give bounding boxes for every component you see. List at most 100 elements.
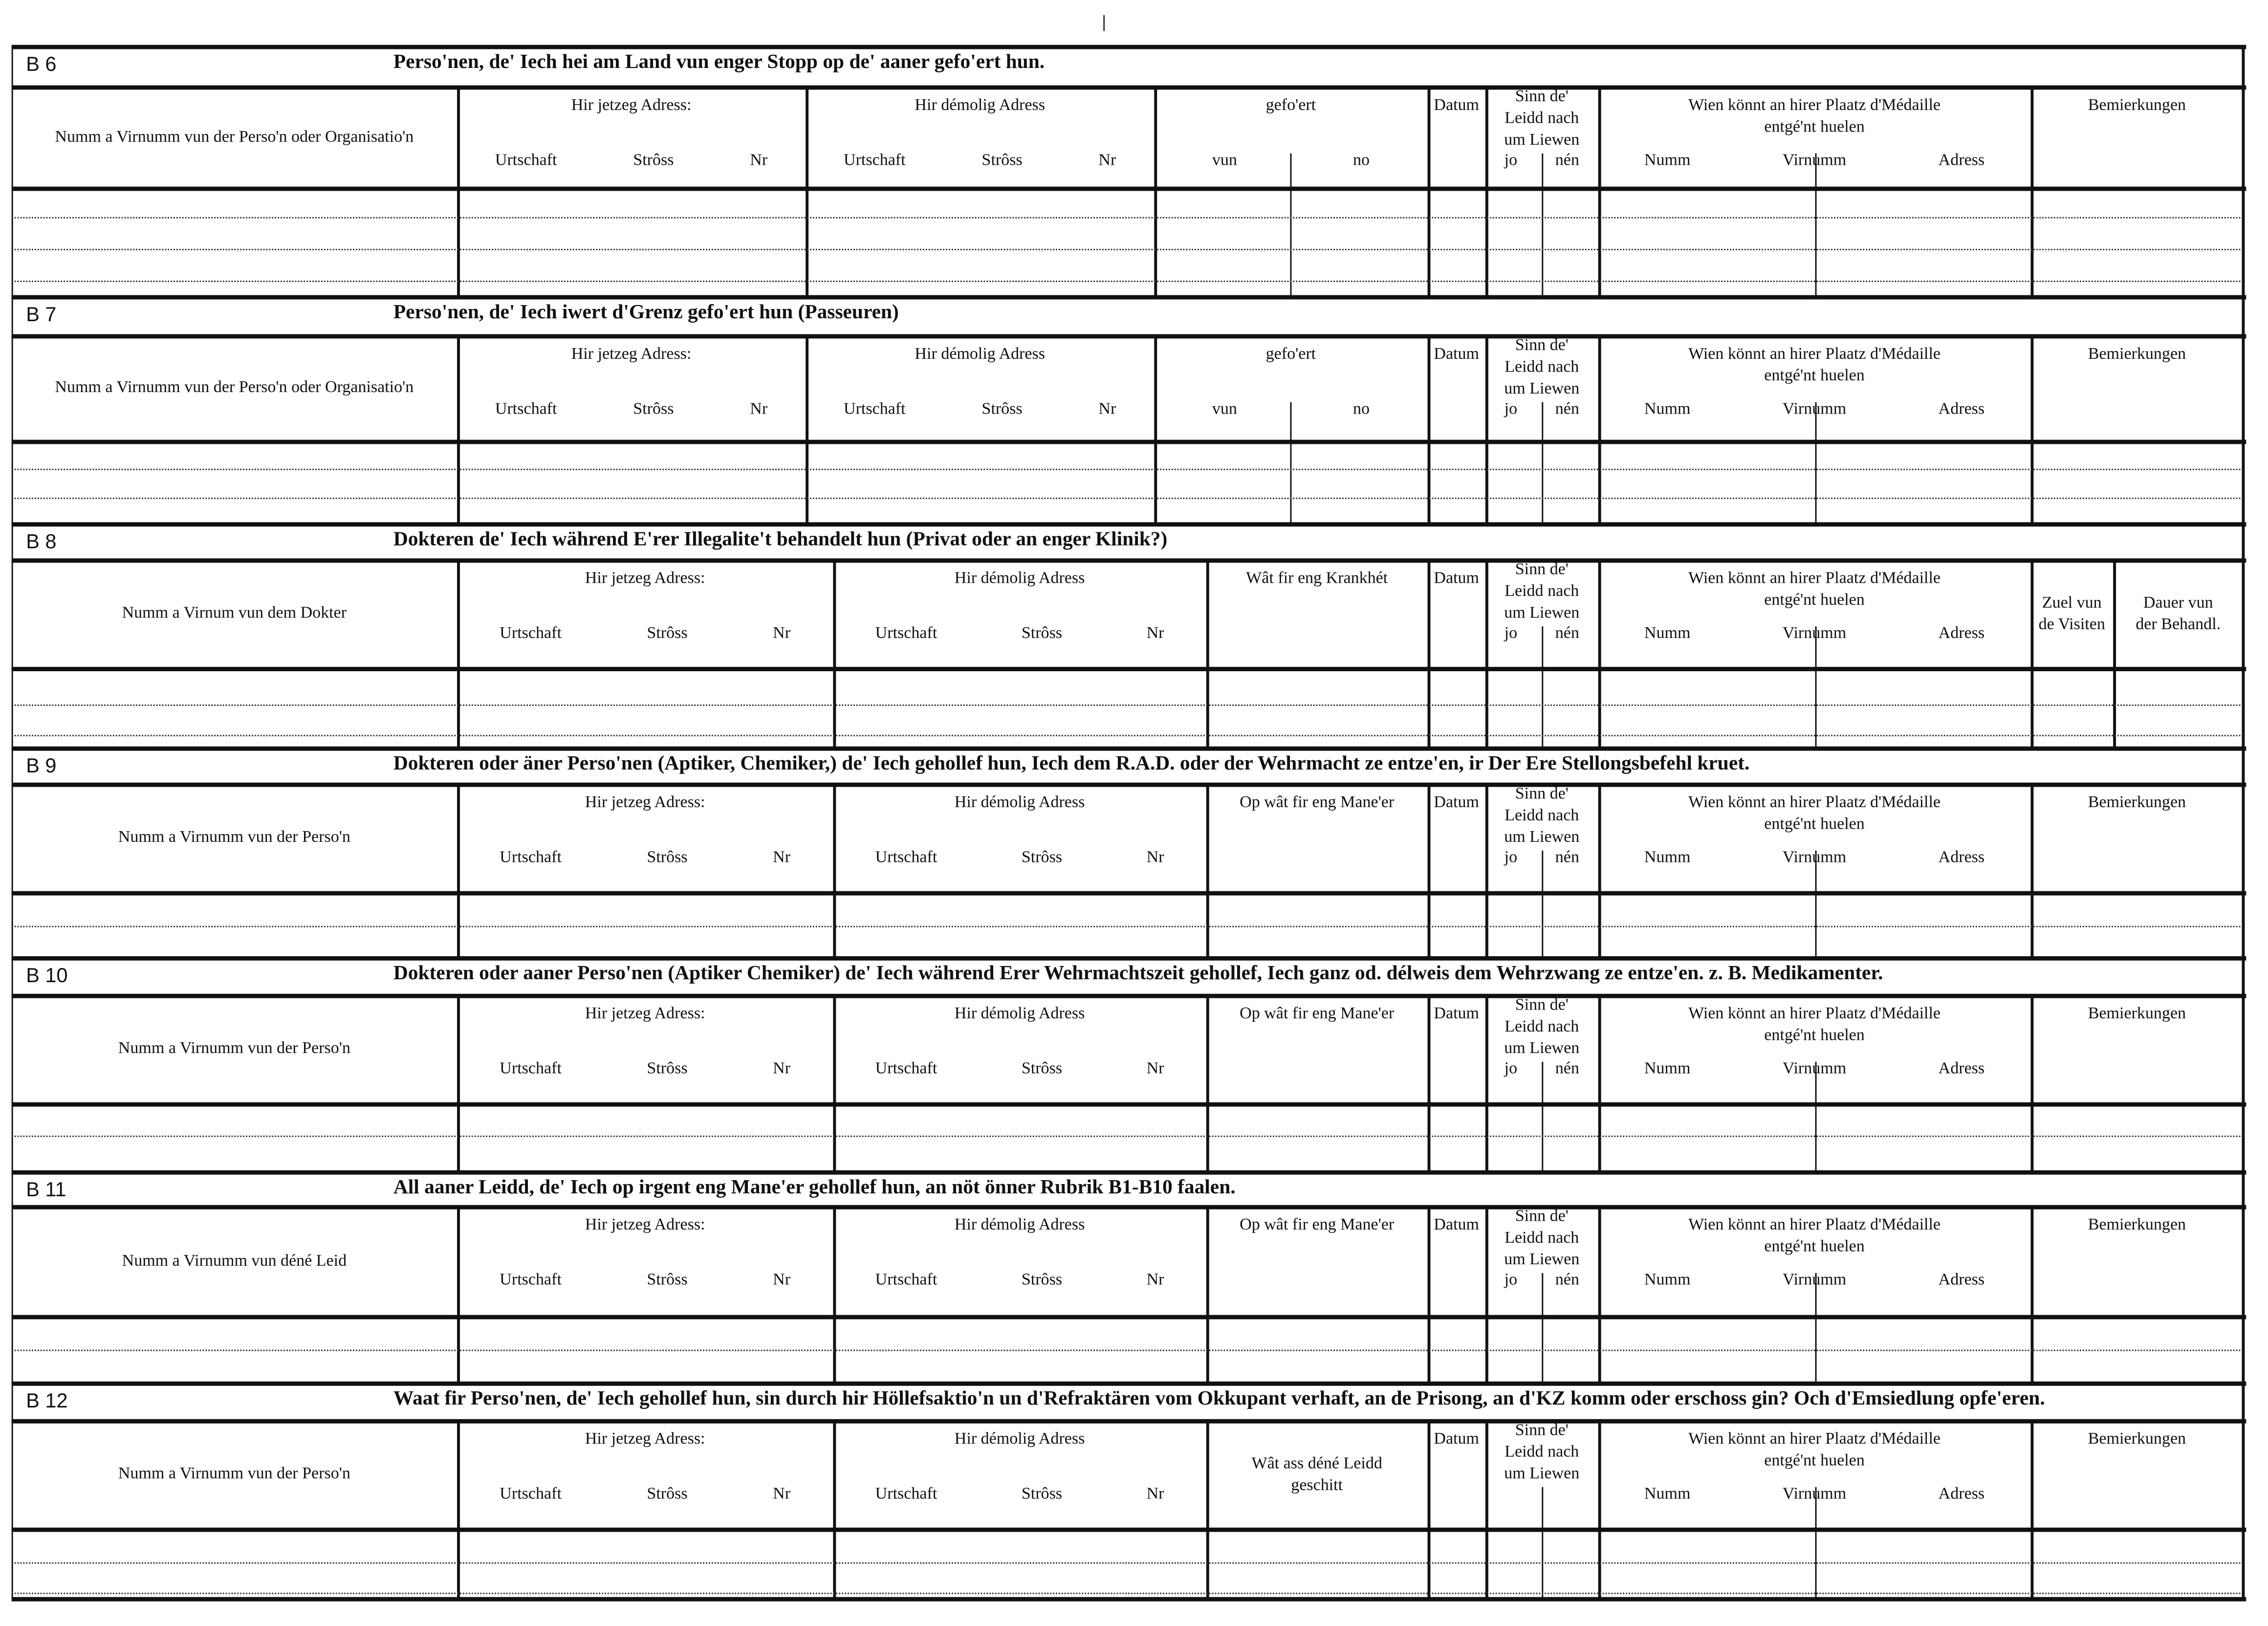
column-divider xyxy=(2030,560,2034,748)
column-divider xyxy=(457,87,460,297)
entry-line[interactable] xyxy=(14,497,2241,499)
column-subheaders: Numm Virnumm Adress xyxy=(1598,625,2031,642)
column-header: Numm a Virnumm vun der Perso'n xyxy=(118,829,350,847)
column-divider xyxy=(1598,560,1601,748)
column-header: Sinn de' Leidd nach um Liewen xyxy=(1504,996,1580,1058)
column-divider xyxy=(457,1420,460,1599)
entry-line[interactable] xyxy=(14,468,2241,470)
column-header: Bemierkungen xyxy=(2088,1005,2186,1023)
column-subheader: nén xyxy=(1555,625,1579,642)
column-header: Numm a Virnumm vun der Perso'n oder Orga… xyxy=(55,128,414,146)
entry-line[interactable] xyxy=(14,1349,2241,1351)
column-divider xyxy=(1154,335,1157,524)
column-header: Hir jetzeg Adress: xyxy=(585,1430,705,1448)
column-header: Hir jetzeg Adress: xyxy=(571,97,692,114)
column-divider xyxy=(1427,1420,1431,1599)
column-header: Hir démolig Adress xyxy=(954,1216,1085,1234)
column-subheaders: Urtschaft Strôss Nr xyxy=(833,1486,1206,1503)
header-top-rule xyxy=(11,1205,2246,1209)
section-top-rule xyxy=(11,295,2246,300)
column-subheader: nén xyxy=(1555,400,1579,418)
column-header: Wien könnt an hirer Plaatz d'Médaille en… xyxy=(1688,97,1941,136)
column-subheader: Urtschaft xyxy=(500,1485,562,1503)
column-subheader: nén xyxy=(1555,849,1579,867)
column-subheader: Numm xyxy=(1644,152,1691,170)
left-border xyxy=(11,957,13,1172)
column-subheader: Adress xyxy=(1938,1060,1985,1078)
entry-line[interactable] xyxy=(14,925,2241,927)
column-divider xyxy=(1598,784,1601,958)
column-header: gefo'ert xyxy=(1265,346,1316,363)
entry-line[interactable] xyxy=(14,704,2241,706)
column-divider xyxy=(1485,560,1488,748)
column-header: Numm a Virnumm vun der Perso'n oder Orga… xyxy=(55,379,414,396)
section-id: B 11 xyxy=(26,1177,66,1201)
column-subdivider xyxy=(1542,1487,1544,1599)
column-subheader: Strôss xyxy=(633,400,674,418)
column-subdivider xyxy=(1815,1487,1817,1599)
column-subdivider xyxy=(1815,1061,1817,1172)
column-divider xyxy=(457,995,460,1172)
column-subheader: Nr xyxy=(1146,625,1164,642)
column-header: Wien könnt an hirer Plaatz d'Médaille en… xyxy=(1688,794,1941,834)
column-subheader: Nr xyxy=(1146,849,1164,867)
column-divider xyxy=(2030,87,2034,297)
column-subheaders: jo nén xyxy=(1485,1060,1598,1078)
column-subheader: Numm xyxy=(1644,1271,1691,1289)
entry-line[interactable] xyxy=(14,248,2241,250)
column-subheader: Nr xyxy=(773,849,791,867)
column-subheader: Adress xyxy=(1938,152,1985,170)
column-header: Sinn de' Leidd nach um Liewen xyxy=(1504,1208,1580,1269)
column-subheader: Adress xyxy=(1938,400,1985,418)
column-header: Dauer vun der Behandl. xyxy=(2136,593,2221,633)
column-header: Numm a Virnumm vun déné Leid xyxy=(122,1252,347,1270)
column-subheaders: jo nén xyxy=(1485,849,1598,867)
column-divider xyxy=(1206,560,1209,748)
section-id: B 8 xyxy=(26,529,57,553)
column-header: Wien könnt an hirer Plaatz d'Médaille en… xyxy=(1688,1216,1941,1256)
column-header: Hir démolig Adress xyxy=(954,794,1085,812)
column-subheaders: jo nén xyxy=(1485,1272,1598,1289)
column-divider xyxy=(2030,784,2034,958)
left-border xyxy=(11,747,13,958)
column-subheaders: Urtschaft Strôss Nr xyxy=(806,401,1154,418)
column-subheader: Numm xyxy=(1644,849,1691,867)
column-subheader: Urtschaft xyxy=(875,1485,938,1503)
column-subdivider xyxy=(1542,1061,1544,1172)
column-header: Datum xyxy=(1434,346,1480,363)
column-subheader: Strôss xyxy=(647,625,688,642)
column-header: gefo'ert xyxy=(1265,97,1316,114)
column-subheader: Nr xyxy=(1098,152,1116,170)
section-id: B 10 xyxy=(26,963,68,987)
column-subheaders: vun no xyxy=(1154,152,1427,170)
column-subheader: Nr xyxy=(773,1485,791,1503)
entry-line[interactable] xyxy=(14,1135,2241,1137)
column-subheader: Adress xyxy=(1938,625,1985,642)
column-subheaders: Numm Virnumm Adress xyxy=(1598,849,2031,867)
entry-line[interactable] xyxy=(14,217,2241,219)
column-divider xyxy=(1598,1206,1601,1383)
column-subheaders: Urtschaft Strôss Nr xyxy=(833,1060,1206,1078)
column-divider xyxy=(1485,335,1488,524)
column-subheaders: Numm Virnumm Adress xyxy=(1598,401,2031,418)
column-header: Wien könnt an hirer Plaatz d'Médaille en… xyxy=(1688,346,1941,385)
column-header: Zuel vun de Visiten xyxy=(2038,593,2105,633)
header-bottom-rule xyxy=(11,667,2246,671)
left-border xyxy=(11,1171,13,1383)
section-title: Perso'nen, de' Iech hei am Land vun enge… xyxy=(393,52,1045,74)
entry-line[interactable] xyxy=(14,1562,2241,1564)
column-header: Hir démolig Adress xyxy=(915,97,1045,114)
column-subheader: Nr xyxy=(773,1060,791,1078)
header-top-rule xyxy=(11,558,2246,563)
entry-line[interactable] xyxy=(14,281,2241,283)
column-subheader: Strôss xyxy=(647,1060,688,1078)
column-subheader: Adress xyxy=(1938,1485,1985,1503)
column-subheaders: Urtschaft Strôss Nr xyxy=(457,1486,833,1503)
column-subheader: no xyxy=(1352,400,1370,418)
entry-line[interactable] xyxy=(14,1592,2241,1594)
section-title: Perso'nen, de' Iech iwert d'Grenz gefo'e… xyxy=(393,302,899,324)
column-divider xyxy=(1427,335,1431,524)
column-header: Numm a Virnumm vun der Perso'n xyxy=(118,1465,350,1483)
entry-line[interactable] xyxy=(14,735,2241,737)
column-divider xyxy=(1485,1420,1488,1599)
